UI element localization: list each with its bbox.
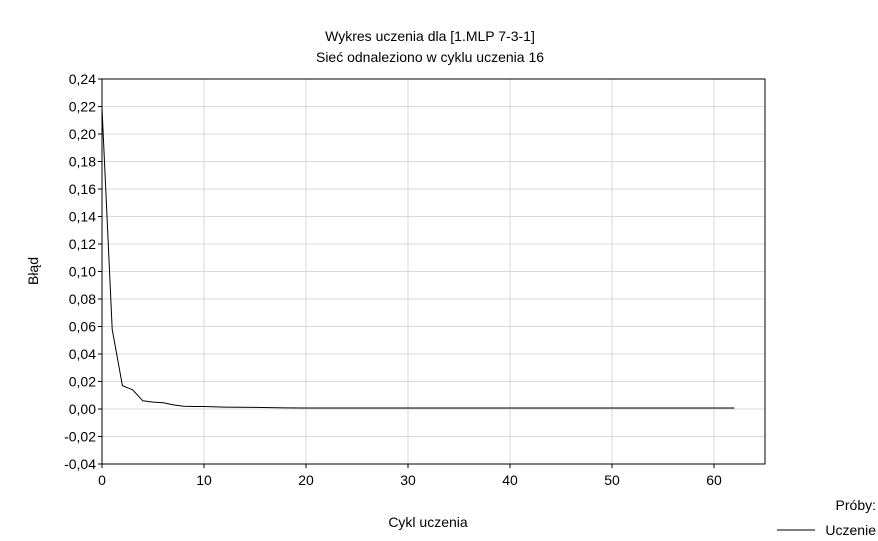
y-tick-label: 0,00	[69, 401, 96, 417]
y-tick-label: -0,04	[64, 456, 96, 472]
grid-lines	[101, 78, 765, 465]
y-tick-label: 0,02	[69, 374, 96, 390]
y-tick-label: 0,08	[69, 291, 96, 307]
y-tick-label: 0,04	[69, 346, 96, 362]
x-axis-label: Cykl uczenia	[388, 514, 468, 530]
y-tick-label: 0,22	[69, 99, 96, 115]
legend: Próby: Uczenie	[777, 497, 876, 538]
x-tick-label: 0	[98, 472, 106, 488]
y-tick-label: 0,06	[69, 319, 96, 335]
legend-label-uczenie: Uczenie	[825, 522, 876, 538]
x-axis-ticks: 0 10 20 30 40 50 60	[98, 464, 722, 488]
x-tick-label: 10	[196, 472, 212, 488]
x-tick-label: 50	[604, 472, 620, 488]
x-tick-label: 30	[400, 472, 416, 488]
series-line-uczenie	[101, 107, 735, 409]
chart-title: Wykres uczenia dla [1.MLP 7-3-1]	[325, 28, 535, 44]
y-tick-label: -0,02	[64, 429, 96, 445]
x-tick-label: 60	[706, 472, 722, 488]
plot-area-frame	[101, 78, 766, 465]
y-tick-label: 0,12	[69, 236, 96, 252]
y-tick-label: 0,24	[69, 71, 96, 87]
series-lines	[101, 107, 735, 409]
chart-subtitle: Sieć odnaleziono w cyklu uczenia 16	[316, 49, 544, 65]
legend-title: Próby:	[836, 497, 876, 513]
y-tick-label: 0,14	[69, 209, 96, 225]
x-tick-label: 40	[502, 472, 518, 488]
y-axis-ticks: -0,04 -0,02 0,00 0,02 0,04 0,06 0,08 0,10 0,12 0,…	[64, 71, 102, 472]
y-tick-label: 0,16	[69, 181, 96, 197]
y-tick-label: 0,18	[69, 154, 96, 170]
x-tick-label: 20	[298, 472, 314, 488]
y-tick-label: 0,20	[69, 126, 96, 142]
y-axis-label: Błąd	[25, 257, 41, 285]
y-tick-label: 0,10	[69, 264, 96, 280]
